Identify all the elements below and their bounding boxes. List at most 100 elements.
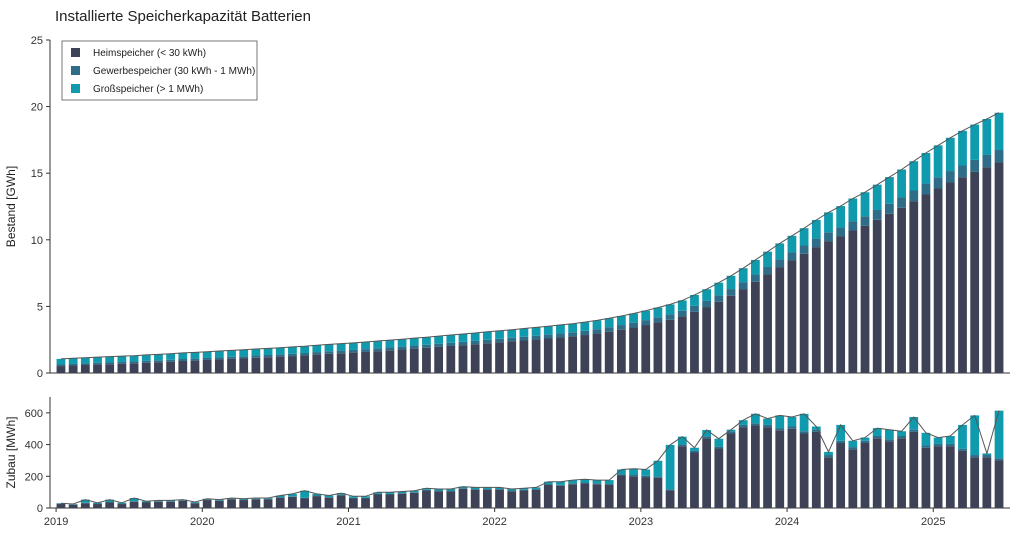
top-bar-large — [93, 357, 102, 363]
top-bar-large — [373, 341, 383, 349]
bottom-bar-home — [263, 499, 273, 508]
bottom-bar-home — [288, 496, 297, 508]
bottom-bar-commercial — [348, 497, 358, 499]
top-bar-home — [556, 337, 565, 373]
bottom-bar-home — [422, 490, 431, 508]
top-bar-large — [409, 338, 419, 346]
top-panel: 0 5 10 15 20 25 Bestand [GWh] — [4, 35, 1010, 380]
bottom-bar-commercial — [653, 476, 663, 478]
bottom-bar-commercial — [470, 488, 480, 490]
bottom-total-line — [60, 410, 1000, 505]
bottom-bar-home — [80, 503, 90, 508]
bottom-bar-large — [629, 468, 638, 476]
bottom-bar-home — [860, 442, 870, 508]
top-bar-large — [141, 354, 151, 361]
bottom-bar-commercial — [982, 455, 992, 458]
bottom-bar-large — [348, 496, 358, 498]
top-bar-commercial — [68, 363, 78, 366]
top-bar-large — [543, 326, 553, 335]
bottom-y-tick-label: 400 — [25, 440, 43, 452]
top-bar-large — [531, 327, 541, 336]
bottom-bar-commercial — [604, 484, 614, 486]
top-bar-commercial — [860, 216, 870, 226]
bottom-bar-commercial — [482, 488, 492, 490]
bottom-bar-commercial — [799, 431, 809, 434]
top-bar-home — [616, 329, 626, 373]
top-bar-commercial — [641, 320, 651, 326]
bottom-bar-large — [482, 487, 492, 489]
bottom-bar-commercial — [738, 424, 748, 428]
top-bar-home — [604, 331, 614, 373]
top-bar-home — [275, 356, 285, 373]
top-bar-commercial — [629, 322, 638, 328]
top-bar-commercial — [665, 314, 675, 320]
bottom-bar-home — [495, 489, 504, 508]
bottom-bar-commercial — [994, 458, 1004, 461]
top-bar-large — [763, 251, 772, 267]
top-bar-home — [154, 362, 163, 373]
top-bar-commercial — [690, 305, 699, 312]
top-bar-large — [190, 352, 200, 359]
top-bar-home — [397, 349, 407, 373]
bottom-bar-large — [580, 479, 590, 483]
bottom-bar-large — [568, 480, 578, 484]
x-tick-label: 2023 — [629, 516, 653, 528]
top-bar-large — [312, 345, 322, 353]
top-bar-large — [994, 112, 1004, 151]
bottom-bar-home — [397, 493, 407, 508]
top-bar-commercial — [556, 333, 565, 338]
x-tick-label: 2022 — [482, 516, 506, 528]
bottom-bar-large — [556, 481, 565, 485]
top-bar-large — [214, 351, 224, 358]
top-bar-large — [824, 212, 833, 233]
top-bar-large — [738, 268, 748, 283]
bottom-bar-commercial — [288, 496, 297, 497]
top-bar-home — [775, 267, 785, 373]
bottom-bar-large — [373, 492, 383, 494]
top-bar-large — [836, 206, 846, 228]
bottom-bar-commercial — [897, 436, 906, 439]
top-bar-large — [726, 275, 736, 290]
top-bar-home — [543, 338, 553, 373]
bottom-bar-home — [336, 495, 346, 508]
top-bar-commercial — [482, 339, 492, 344]
legend-swatch-large — [71, 84, 80, 93]
bottom-bar-commercial — [385, 493, 395, 495]
bottom-bar-home — [580, 483, 590, 508]
top-bar-home — [68, 365, 78, 373]
bottom-bar-home — [982, 457, 992, 508]
top-bar-home — [239, 358, 249, 373]
top-bar-home — [166, 361, 175, 373]
chart-title: Installierte Speicherkapazität Batterien — [55, 8, 311, 25]
bottom-bar-commercial — [543, 484, 553, 486]
top-bar-large — [348, 342, 358, 350]
bottom-bar-large — [361, 496, 370, 498]
top-bar-large — [629, 313, 638, 323]
bottom-bar-large — [665, 444, 675, 490]
top-bar-home — [799, 253, 809, 373]
bottom-bar-commercial — [872, 436, 882, 439]
top-y-axis-label: Bestand [GWh] — [4, 166, 18, 247]
bottom-bar-home — [592, 484, 602, 508]
bottom-bar-home — [994, 460, 1004, 508]
top-bar-commercial — [93, 362, 102, 365]
top-bar-large — [105, 356, 115, 363]
bottom-bar-home — [239, 500, 249, 508]
top-bar-commercial — [921, 183, 931, 195]
top-bar-home — [482, 343, 492, 373]
top-bar-commercial — [836, 227, 846, 237]
bottom-bar-home — [482, 489, 492, 508]
top-bar-commercial — [361, 349, 370, 352]
top-bar-large — [251, 349, 261, 356]
top-bar-large — [129, 355, 139, 362]
top-bar-commercial — [982, 154, 992, 168]
legend-box — [61, 40, 258, 101]
bottom-bar-home — [653, 477, 663, 508]
top-bar-home — [495, 342, 504, 373]
x-tick-label: 2021 — [336, 516, 360, 528]
bottom-bar-commercial — [397, 493, 407, 494]
top-bar-large — [616, 315, 626, 326]
top-bar-commercial — [507, 337, 517, 342]
bottom-bar-home — [434, 491, 444, 508]
top-bar-commercial — [592, 329, 602, 334]
